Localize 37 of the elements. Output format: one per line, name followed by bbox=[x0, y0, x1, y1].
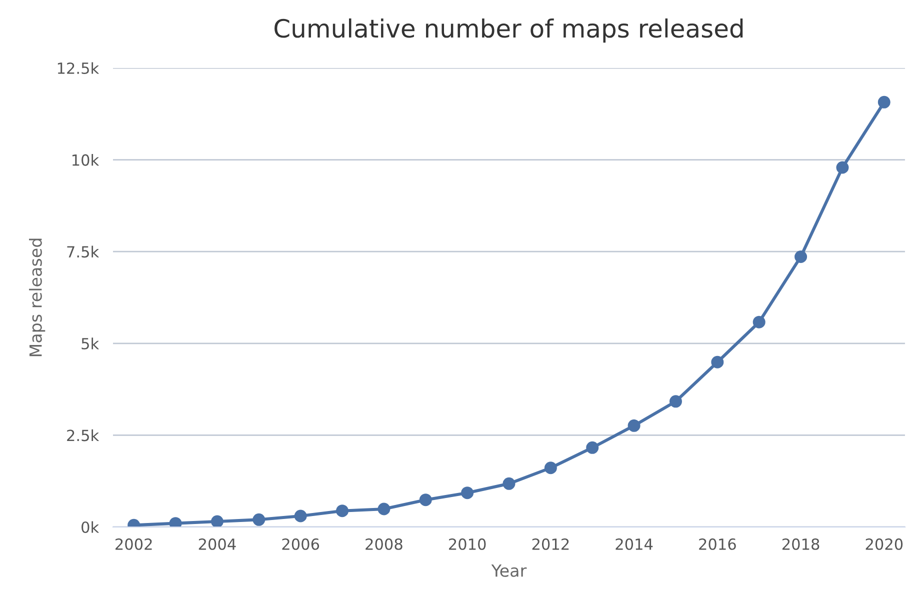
x-tick-label: 2014 bbox=[616, 538, 653, 550]
point bbox=[711, 356, 724, 368]
x-tick-label: 2012 bbox=[532, 538, 569, 550]
point bbox=[419, 494, 432, 506]
point bbox=[878, 96, 890, 108]
point bbox=[752, 316, 766, 328]
y-tick-label: 5k bbox=[82, 338, 100, 350]
point bbox=[628, 419, 640, 432]
point bbox=[502, 477, 516, 490]
y-tick-label: 2.5k bbox=[67, 429, 100, 442]
point bbox=[669, 395, 682, 408]
y-tick-label: 12.5k bbox=[58, 62, 100, 74]
point bbox=[210, 515, 224, 527]
point bbox=[169, 517, 182, 527]
x-axis-title: Year bbox=[491, 564, 527, 577]
x-tick-label: 2008 bbox=[366, 538, 402, 550]
x-tick-label: 2002 bbox=[116, 538, 152, 550]
point bbox=[461, 486, 474, 500]
x-tick-label: 2004 bbox=[198, 538, 236, 550]
y-tick-label: 0k bbox=[82, 521, 100, 534]
point bbox=[336, 504, 349, 518]
chart-title: Cumulative number of maps released bbox=[274, 18, 743, 43]
point bbox=[836, 161, 849, 174]
x-tick-label: 2020 bbox=[866, 538, 903, 550]
x-tick-label: 2018 bbox=[782, 538, 820, 550]
x-tick-label: 2010 bbox=[448, 538, 486, 550]
point bbox=[544, 462, 557, 474]
x-tick-label: 2016 bbox=[699, 538, 736, 550]
point bbox=[586, 441, 599, 454]
x-tick-label: 2006 bbox=[282, 538, 320, 550]
y-axis-title: Maps released bbox=[29, 238, 46, 356]
point bbox=[252, 513, 266, 526]
y-tick-label: 10k bbox=[72, 154, 100, 166]
point bbox=[794, 250, 808, 263]
point bbox=[294, 510, 307, 522]
point bbox=[378, 502, 390, 516]
y-tick-label: 7.5k bbox=[67, 246, 100, 258]
